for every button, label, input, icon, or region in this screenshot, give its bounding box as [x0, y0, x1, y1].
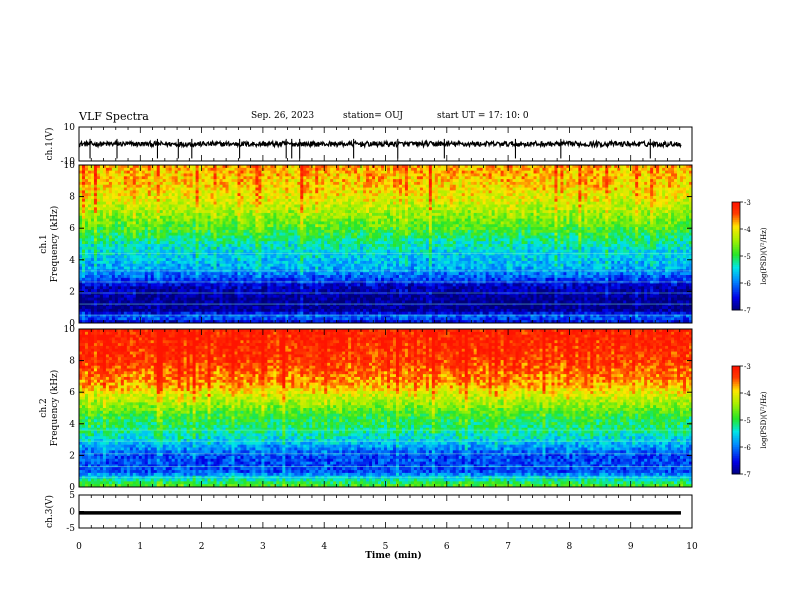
ch1-waveform-line — [78, 139, 682, 149]
x-tick-label-10: 10 — [686, 542, 698, 552]
ch2-spec-heatmap — [79, 329, 693, 488]
ch1-spec-ytick-label-4: 8 — [69, 193, 75, 203]
ch1-spec-colorbar-tick-label-1: -4 — [744, 226, 751, 234]
ch2-spec-ytick-label-3: 6 — [69, 388, 75, 398]
x-tick-label-3: 3 — [260, 542, 266, 552]
ch2-spec-ytick-label-0: 0 — [69, 483, 75, 493]
ch2-spec-ylabel-channel: ch.2 — [39, 398, 49, 417]
ch1-spec-ylabel-frequency: Frequency (kHz) — [49, 206, 60, 283]
ch1-ylabel: ch.1(V) — [44, 128, 55, 161]
station-label: station= OUJ — [343, 111, 403, 121]
ch3-ylabel: ch.3(V) — [44, 495, 55, 528]
ch1-spec-ytick-label-2: 4 — [69, 256, 75, 266]
ch2-spec-ytick-label-5: 10 — [64, 325, 76, 335]
ch2-spec-colorbar-tick-label-2: -5 — [744, 417, 751, 425]
ch1-ytick-label-0: 10 — [64, 123, 76, 133]
x-tick-label-9: 9 — [628, 542, 634, 552]
ch2-spec-colorbar — [732, 366, 740, 475]
ch1-spec-colorbar-tick-label-3: -6 — [744, 280, 751, 288]
ch2-spec-ytick-label-1: 2 — [69, 451, 75, 461]
x-tick-label-4: 4 — [321, 542, 327, 552]
ch2-spec-colorbar-label: log(PSD)(V²/Hz) — [760, 391, 768, 448]
ch2-spec-ylabel-frequency: Frequency (kHz) — [49, 370, 60, 447]
x-tick-label-5: 5 — [383, 542, 389, 552]
ch1-spec-colorbar-tick-label-0: -3 — [744, 199, 751, 207]
start-time-label: start UT = 17: 10: 0 — [437, 111, 529, 121]
ch3-ytick-label-0: 5 — [69, 491, 75, 501]
ch2-spec-colorbar-tick-label-1: -4 — [744, 390, 751, 398]
ch1-spec-ytick-label-3: 6 — [69, 224, 75, 234]
ch1-spec-ytick-label-0: 0 — [69, 319, 75, 329]
x-tick-label-0: 0 — [76, 542, 82, 552]
x-tick-label-1: 1 — [137, 542, 143, 552]
ch2-spec-ytick-label-4: 8 — [69, 357, 75, 367]
x-tick-label-2: 2 — [199, 542, 205, 552]
x-tick-label-7: 7 — [505, 542, 511, 552]
ch2-spec-ytick-label-2: 4 — [69, 420, 75, 430]
ch1-spec-colorbar — [732, 202, 740, 311]
x-tick-label-8: 8 — [567, 542, 573, 552]
chart-title: VLF Spectra — [79, 110, 149, 123]
ch1-spec-colorbar-tick-label-4: -7 — [744, 307, 751, 315]
ch1-spec-colorbar-tick-label-2: -5 — [744, 253, 751, 261]
ch2-spec-colorbar-tick-label-4: -7 — [744, 471, 751, 479]
ch1-spec-colorbar-label: log(PSD)(V²/Hz) — [760, 227, 768, 284]
x-axis-label: Time (min) — [365, 550, 422, 561]
ch2-spec-colorbar-tick-label-0: -3 — [744, 363, 751, 371]
x-tick-label-6: 6 — [444, 542, 450, 552]
ch2-spec-colorbar-tick-label-3: -6 — [744, 444, 751, 452]
ch1-spec-ylabel-channel: ch.1 — [39, 234, 49, 253]
ch1-spec-heatmap — [79, 165, 693, 324]
ch1-spec-ytick-label-1: 2 — [69, 287, 75, 297]
ch3-ytick-label-1: 0 — [69, 508, 75, 518]
ch1-ytick-label-1: -10 — [61, 157, 76, 167]
date-label: Sep. 26, 2023 — [251, 111, 314, 121]
ch3-ytick-label-2: -5 — [66, 524, 75, 534]
ch1-spec-ytick-label-5: 10 — [64, 161, 76, 171]
